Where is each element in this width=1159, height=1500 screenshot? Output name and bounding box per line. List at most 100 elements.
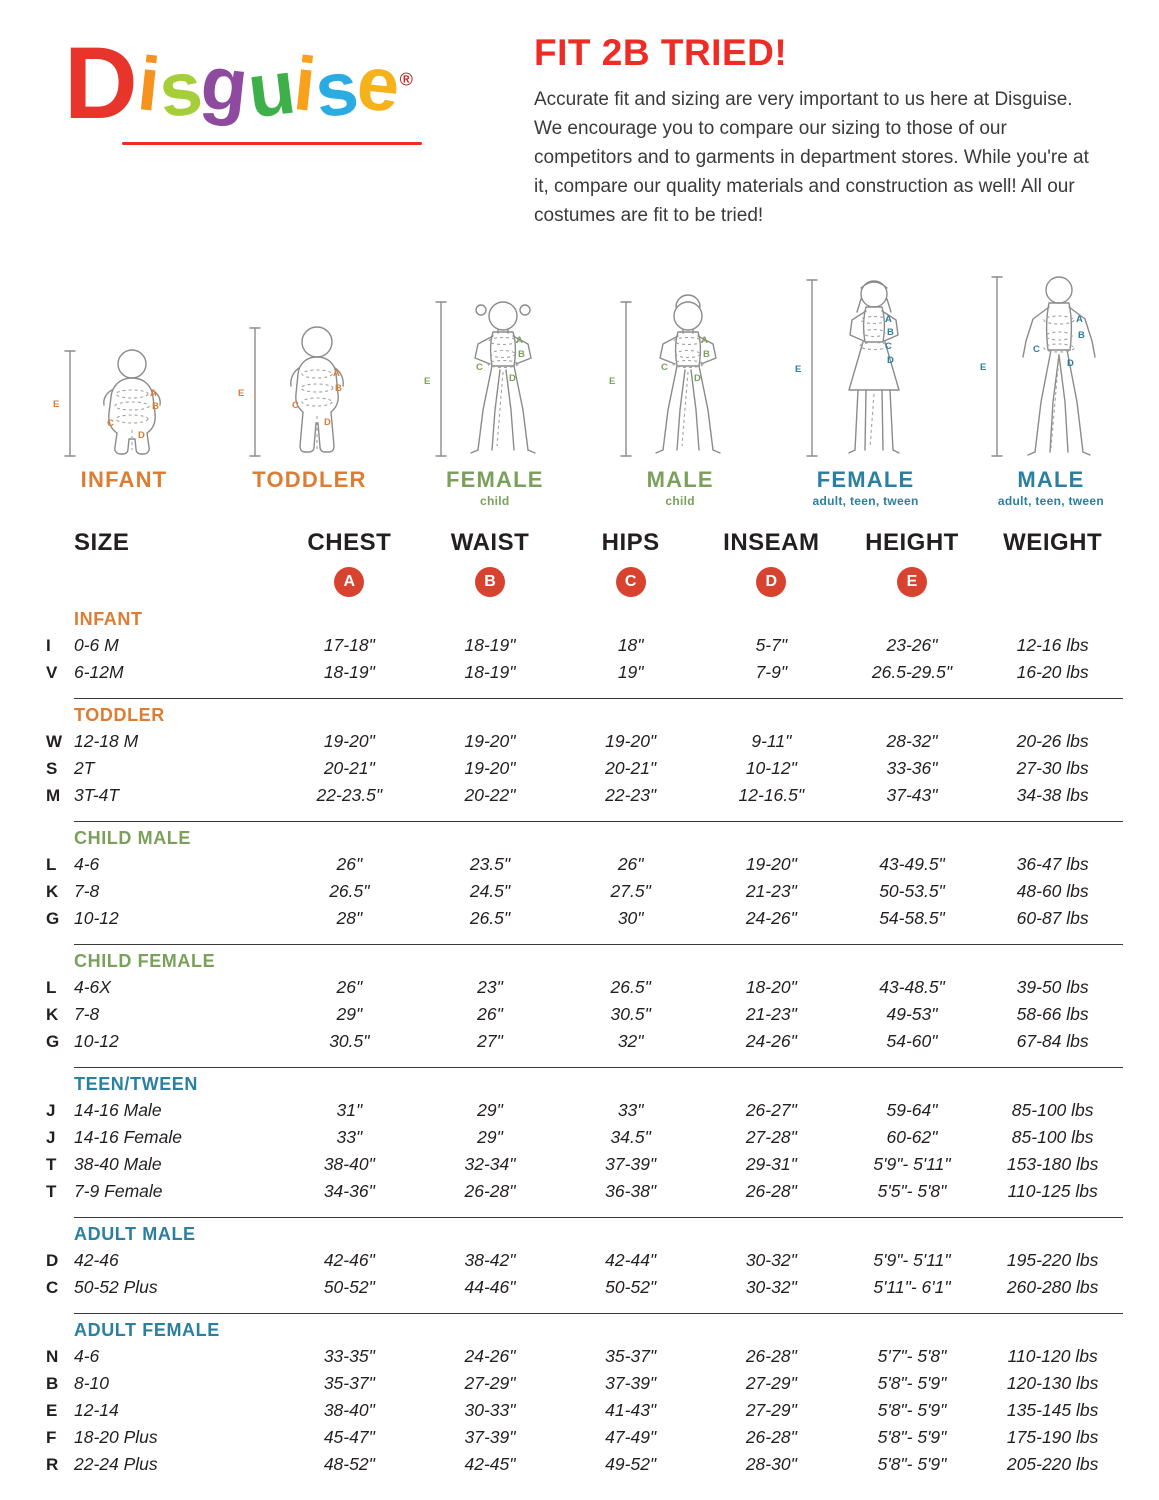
row-code: S xyxy=(46,758,58,778)
row-value: 20-26 lbs xyxy=(1016,731,1089,752)
measure-badge-cell: E xyxy=(842,561,983,605)
size-table: SIZE CHEST WAIST HIPS INSEAM HEIGHT WEIG… xyxy=(0,511,1159,1477)
row-value: 47-49" xyxy=(605,1427,657,1448)
row-value: 37-39" xyxy=(464,1427,516,1448)
measure-letter-a: A xyxy=(701,335,708,346)
row-value: 20-22" xyxy=(464,785,516,806)
row-value: 33" xyxy=(336,1127,363,1148)
section-title-adult-male: ADULT MALE xyxy=(74,1224,196,1245)
row-value: 31" xyxy=(336,1100,363,1121)
row-code: V xyxy=(46,662,58,682)
section-title-child-female: CHILD FEMALE xyxy=(74,951,216,972)
row-size: 14-16 Female xyxy=(74,1127,182,1148)
logo-underline xyxy=(122,142,422,145)
section-title-teen-tween: TEEN/TWEEN xyxy=(74,1074,199,1095)
measure-letter-c: C xyxy=(107,418,114,429)
row-value: 85-100 lbs xyxy=(1011,1127,1094,1148)
figure-male-adult: A B C D E MALE adult, teen, tween xyxy=(971,244,1131,509)
measure-letter-e: E xyxy=(980,362,986,373)
row-value: 26-28" xyxy=(745,1427,797,1448)
row-size: 4-6 xyxy=(74,854,100,875)
row-value: 33-36" xyxy=(886,758,938,779)
row-value: 50-53.5" xyxy=(879,881,945,902)
row-value: 18-19" xyxy=(464,662,516,683)
row-value: 110-125 lbs xyxy=(1007,1181,1098,1202)
measure-letter-e: E xyxy=(609,376,615,387)
column-header-height: HEIGHT xyxy=(865,529,959,557)
measure-letter-e: E xyxy=(238,388,244,399)
male-adult-silhouette: A B C D E xyxy=(980,276,1096,458)
row-code: K xyxy=(46,1004,59,1024)
row-value: 34-36" xyxy=(323,1181,375,1202)
section-title-infant: INFANT xyxy=(74,609,143,630)
row-value: 49-52" xyxy=(605,1454,657,1475)
spacer-cell xyxy=(46,541,74,545)
row-size: 42-46 xyxy=(74,1250,119,1271)
section-title-child-male: CHILD MALE xyxy=(74,828,191,849)
row-value: 30.5" xyxy=(610,1004,651,1025)
row-size: 2T xyxy=(74,758,95,779)
row-code: D xyxy=(46,1250,59,1270)
row-value: 5'9"- 5'11" xyxy=(873,1154,951,1175)
row-value: 19-20" xyxy=(605,731,657,752)
row-value: 35-37" xyxy=(323,1373,375,1394)
section-divider xyxy=(74,1067,1123,1069)
row-value: 59-64" xyxy=(886,1100,938,1121)
row-value: 135-145 lbs xyxy=(1006,1400,1099,1421)
row-value: 49-53" xyxy=(886,1004,938,1025)
row-value: 26.5" xyxy=(610,977,651,998)
row-value: 33" xyxy=(617,1100,644,1121)
figure-male-child: A B C D E MALE child xyxy=(600,244,760,509)
figure-label: TODDLER xyxy=(252,467,367,493)
row-code: G xyxy=(46,1031,60,1051)
row-size: 50-52 Plus xyxy=(74,1277,158,1298)
measure-letter-c: C xyxy=(885,341,892,352)
row-value: 5'5"- 5'8" xyxy=(877,1181,947,1202)
row-value: 5'8"- 5'9" xyxy=(877,1400,947,1421)
row-value: 54-60" xyxy=(886,1031,938,1052)
figure-label: FEMALE xyxy=(445,467,544,493)
measure-letter-b: B xyxy=(1078,330,1085,341)
row-value: 5'8"- 5'9" xyxy=(877,1373,947,1394)
row-value: 29" xyxy=(477,1127,503,1148)
measure-letter-d: D xyxy=(694,373,701,384)
measure-letter-d: D xyxy=(509,373,516,384)
male-child-silhouette: A B C D E xyxy=(609,294,721,458)
measure-letter-c: C xyxy=(292,400,299,411)
row-size: 10-12 xyxy=(74,1031,119,1052)
row-value: 27-28" xyxy=(745,1127,797,1148)
row-value: 24-26" xyxy=(464,1346,516,1367)
row-value: 110-120 lbs xyxy=(1007,1346,1098,1367)
row-value: 58-66 lbs xyxy=(1016,1004,1089,1025)
row-value: 41-43" xyxy=(605,1400,657,1421)
row-value: 27-29" xyxy=(745,1373,797,1394)
section-divider xyxy=(74,821,1123,823)
row-value: 30-33" xyxy=(464,1400,516,1421)
row-value: 22-23" xyxy=(605,785,657,806)
row-value: 34.5" xyxy=(610,1127,651,1148)
measure-letter-b: B xyxy=(887,327,894,338)
row-value: 24.5" xyxy=(469,881,511,902)
row-value: 19" xyxy=(617,662,644,683)
measure-badge-c: C xyxy=(615,567,646,598)
row-value: 24-26" xyxy=(745,908,797,929)
row-value: 18" xyxy=(617,635,644,656)
column-header-inseam: INSEAM xyxy=(723,529,820,557)
row-value: 27-29" xyxy=(464,1373,516,1394)
row-value: 5'9"- 5'11" xyxy=(873,1250,951,1271)
row-value: 85-100 lbs xyxy=(1011,1100,1094,1121)
figure-female-adult: A B C D E FEMALE adult, teen, tween xyxy=(786,244,946,509)
row-code: C xyxy=(46,1277,59,1297)
row-value: 48-52" xyxy=(323,1454,375,1475)
row-value: 35-37" xyxy=(605,1346,657,1367)
figure-infant: A B C D E INFANT xyxy=(44,244,204,509)
row-value: 27" xyxy=(477,1031,503,1052)
row-value: 16-20 lbs xyxy=(1016,662,1089,683)
column-header-chest: CHEST xyxy=(307,529,392,557)
row-value: 43-48.5" xyxy=(879,977,945,998)
row-value: 26-27" xyxy=(745,1100,797,1121)
measure-letter-e: E xyxy=(424,376,430,387)
row-code: W xyxy=(46,731,63,751)
row-value: 26-28" xyxy=(464,1181,516,1202)
